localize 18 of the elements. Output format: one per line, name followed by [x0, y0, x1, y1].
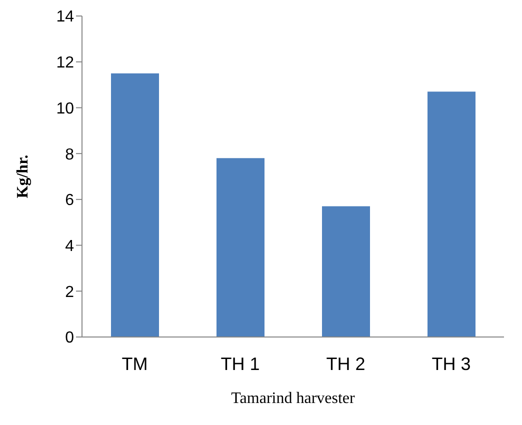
y-tick-label: 12 — [56, 54, 74, 72]
bar — [322, 206, 370, 337]
y-tick-label: 0 — [65, 330, 74, 347]
x-tick-label: TH 3 — [432, 354, 471, 374]
y-tick-label: 4 — [65, 238, 74, 255]
x-tick-label: TH 1 — [220, 354, 260, 374]
y-tick-label: 14 — [56, 8, 74, 26]
y-tick-label: 6 — [65, 192, 74, 210]
y-tick-label: 8 — [65, 146, 74, 164]
bar — [216, 158, 264, 337]
y-tick-label: 2 — [65, 284, 74, 301]
y-axis-title: Kg/hr. — [14, 154, 32, 198]
x-axis-title: Tamarind harvester — [231, 390, 356, 407]
x-tick-label: TH 2 — [326, 354, 366, 374]
x-tick-label: TM — [122, 354, 148, 374]
bar — [111, 73, 159, 337]
bar — [428, 92, 476, 337]
y-tick-label: 10 — [56, 100, 74, 118]
